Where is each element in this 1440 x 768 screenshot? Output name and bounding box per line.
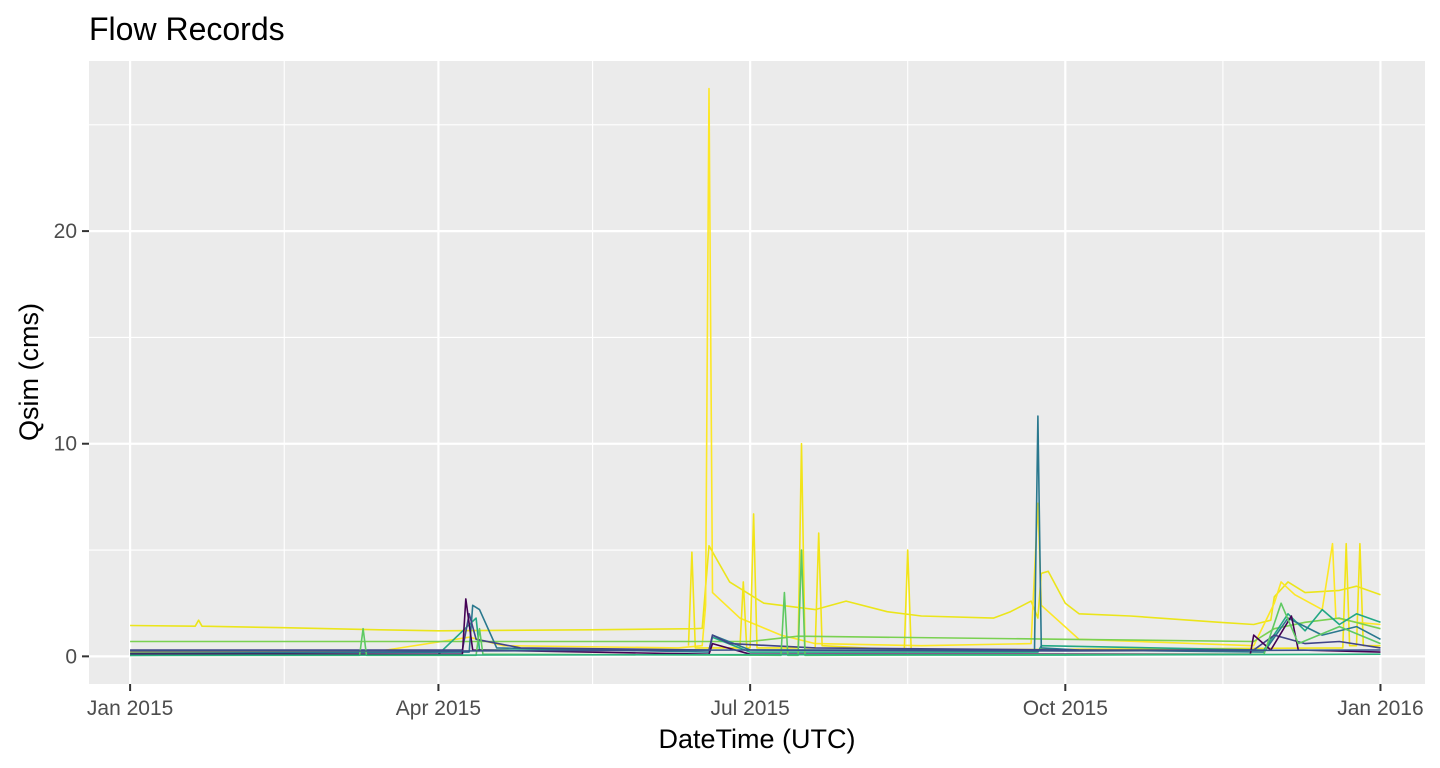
y-tick-label: 10 [54, 433, 77, 456]
x-axis: Jan 2015 Apr 2015 Jul 2015 Oct 2015 Jan 2016 [87, 684, 1424, 720]
major-gridlines [89, 61, 1425, 684]
y-axis-title: Qsim (cms) [14, 303, 44, 441]
x-axis-title: DateTime (UTC) [658, 724, 855, 754]
plot-panel [89, 61, 1425, 684]
y-tick-label: 20 [54, 220, 77, 243]
y-tick-label: 0 [65, 645, 77, 668]
chart-title: Flow Records [89, 11, 285, 47]
minor-gridlines [89, 61, 1425, 684]
x-tick-label: Oct 2015 [1023, 697, 1108, 720]
series-line-1 [130, 544, 1381, 632]
series-line-4 [130, 617, 1381, 643]
x-tick-label: Jul 2015 [710, 697, 789, 720]
series-line-7 [130, 612, 1381, 651]
y-axis: 0 10 20 [54, 220, 89, 668]
x-tick-label: Jan 2016 [1337, 697, 1423, 720]
series-line-10 [130, 649, 1381, 652]
x-tick-label: Jan 2015 [87, 697, 173, 720]
x-tick-label: Apr 2015 [396, 697, 481, 720]
series-line-5 [130, 608, 1381, 657]
series-line-11 [130, 653, 1381, 657]
series-layer [130, 87, 1381, 657]
series-line-2 [130, 87, 1381, 653]
